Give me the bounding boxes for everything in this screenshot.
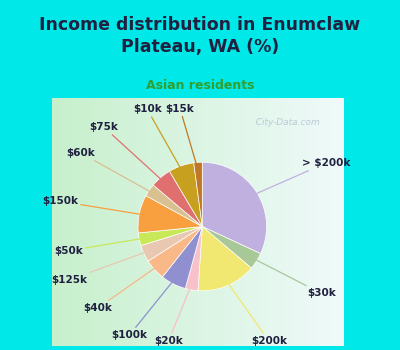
Text: $40k: $40k <box>83 265 160 313</box>
Text: $150k: $150k <box>42 196 146 215</box>
Text: $200k: $200k <box>225 279 287 346</box>
Text: $125k: $125k <box>51 251 150 285</box>
Wedge shape <box>194 162 202 226</box>
Wedge shape <box>162 226 202 288</box>
Wedge shape <box>138 226 202 246</box>
Wedge shape <box>198 226 251 291</box>
Text: $20k: $20k <box>154 283 192 345</box>
Wedge shape <box>170 163 202 226</box>
Wedge shape <box>153 171 202 226</box>
Wedge shape <box>148 226 202 277</box>
Text: $50k: $50k <box>54 238 146 256</box>
Text: $30k: $30k <box>251 257 336 299</box>
Wedge shape <box>141 226 202 261</box>
Text: Income distribution in Enumclaw
Plateau, WA (%): Income distribution in Enumclaw Plateau,… <box>40 16 360 56</box>
Text: > $200k: > $200k <box>251 158 350 196</box>
Wedge shape <box>202 226 260 268</box>
Wedge shape <box>202 162 266 254</box>
Text: Asian residents: Asian residents <box>146 79 254 92</box>
Text: $10k: $10k <box>133 104 183 173</box>
Text: $60k: $60k <box>66 148 155 194</box>
Text: City-Data.com: City-Data.com <box>250 118 320 127</box>
Text: $100k: $100k <box>112 278 176 340</box>
Wedge shape <box>146 185 202 226</box>
Wedge shape <box>185 226 202 290</box>
Wedge shape <box>138 196 202 233</box>
Text: $15k: $15k <box>166 104 198 169</box>
Text: $75k: $75k <box>89 122 165 183</box>
